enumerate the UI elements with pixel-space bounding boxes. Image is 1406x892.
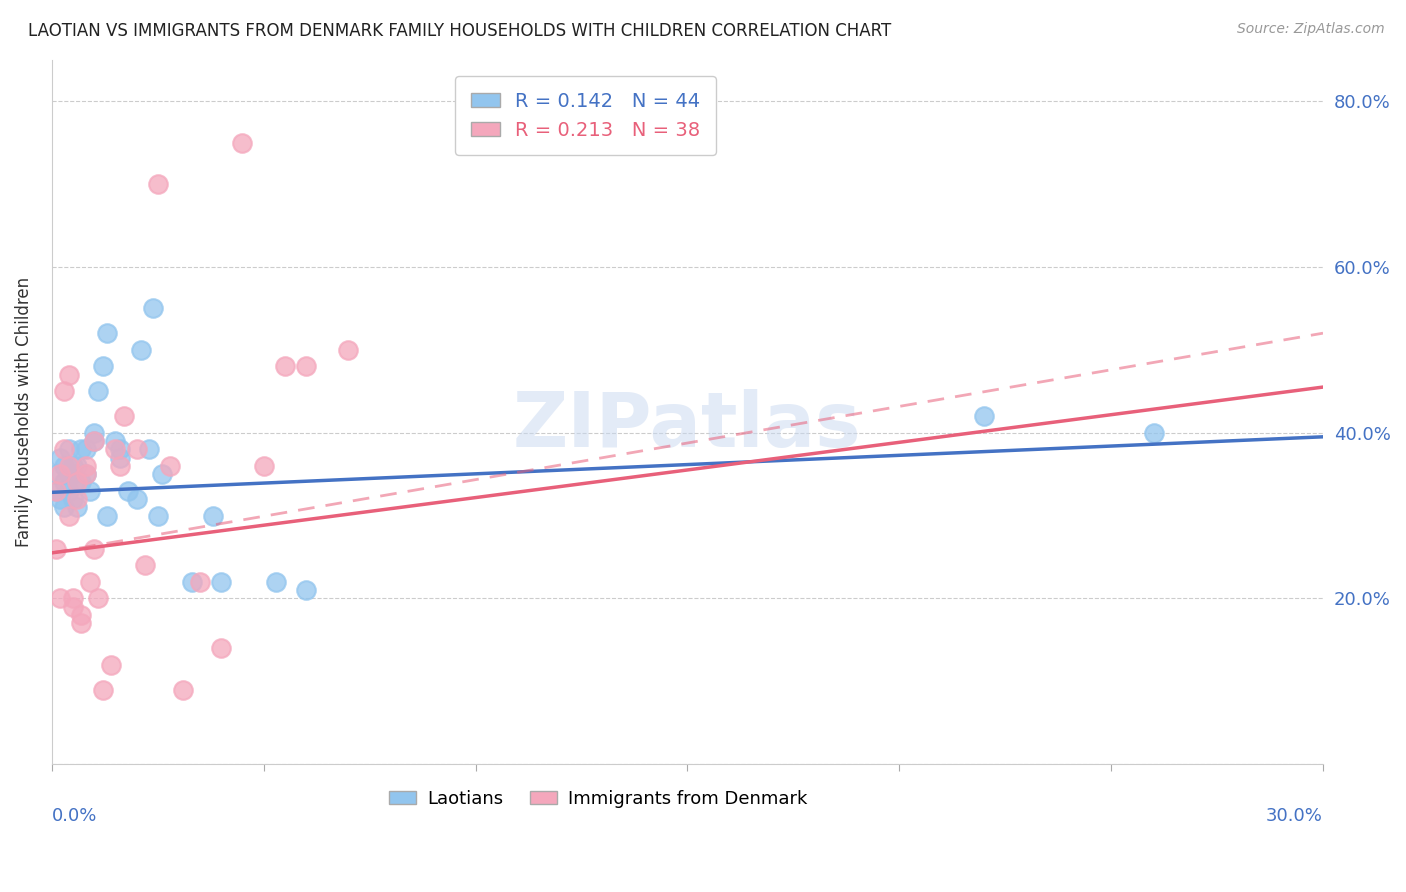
Point <box>91 359 114 374</box>
Point <box>295 359 318 374</box>
Point <box>142 301 165 316</box>
Point <box>83 541 105 556</box>
Point <box>62 599 84 614</box>
Point <box>201 508 224 523</box>
Point <box>337 343 360 357</box>
Point <box>58 508 80 523</box>
Point <box>87 384 110 399</box>
Point <box>62 458 84 473</box>
Point <box>96 326 118 341</box>
Point <box>91 682 114 697</box>
Point <box>49 467 72 482</box>
Point <box>58 467 80 482</box>
Point <box>62 491 84 506</box>
Point <box>129 343 152 357</box>
Point <box>49 450 72 465</box>
Point <box>45 467 67 482</box>
Text: 30.0%: 30.0% <box>1267 806 1323 824</box>
Point <box>45 483 67 498</box>
Point <box>83 425 105 440</box>
Point <box>53 475 76 490</box>
Point <box>138 442 160 457</box>
Point <box>125 491 148 506</box>
Legend: Laotians, Immigrants from Denmark: Laotians, Immigrants from Denmark <box>382 782 815 815</box>
Point <box>79 483 101 498</box>
Text: LAOTIAN VS IMMIGRANTS FROM DENMARK FAMILY HOUSEHOLDS WITH CHILDREN CORRELATION C: LAOTIAN VS IMMIGRANTS FROM DENMARK FAMIL… <box>28 22 891 40</box>
Point <box>146 508 169 523</box>
Point <box>150 467 173 482</box>
Point <box>70 442 93 457</box>
Point <box>209 574 232 589</box>
Point <box>146 177 169 191</box>
Point <box>253 458 276 473</box>
Point <box>79 574 101 589</box>
Point <box>66 491 89 506</box>
Point <box>96 508 118 523</box>
Point <box>53 384 76 399</box>
Point <box>125 442 148 457</box>
Text: ZIPatlas: ZIPatlas <box>513 389 862 463</box>
Point <box>45 541 67 556</box>
Point <box>87 591 110 606</box>
Point <box>108 458 131 473</box>
Point <box>75 467 97 482</box>
Point <box>104 442 127 457</box>
Point <box>49 591 72 606</box>
Point <box>66 475 89 490</box>
Point <box>188 574 211 589</box>
Point <box>75 442 97 457</box>
Point <box>973 409 995 423</box>
Point <box>70 475 93 490</box>
Point <box>108 442 131 457</box>
Point <box>274 359 297 374</box>
Point <box>134 558 156 573</box>
Point <box>180 574 202 589</box>
Text: Source: ZipAtlas.com: Source: ZipAtlas.com <box>1237 22 1385 37</box>
Point <box>49 491 72 506</box>
Point <box>66 458 89 473</box>
Point <box>266 574 288 589</box>
Point <box>58 368 80 382</box>
Point <box>58 483 80 498</box>
Point <box>53 500 76 515</box>
Point <box>70 616 93 631</box>
Point <box>100 657 122 672</box>
Y-axis label: Family Households with Children: Family Households with Children <box>15 277 32 547</box>
Point <box>62 467 84 482</box>
Point <box>108 450 131 465</box>
Point <box>45 483 67 498</box>
Point <box>75 458 97 473</box>
Point <box>53 458 76 473</box>
Point <box>83 434 105 448</box>
Text: 0.0%: 0.0% <box>52 806 97 824</box>
Point <box>83 434 105 448</box>
Point <box>58 458 80 473</box>
Point <box>117 483 139 498</box>
Point <box>1142 425 1164 440</box>
Point <box>231 136 253 150</box>
Point <box>295 583 318 598</box>
Point <box>58 442 80 457</box>
Point <box>62 591 84 606</box>
Point <box>209 641 232 656</box>
Point <box>172 682 194 697</box>
Point <box>159 458 181 473</box>
Point <box>70 608 93 623</box>
Point <box>104 434 127 448</box>
Point <box>75 467 97 482</box>
Point <box>53 442 76 457</box>
Point <box>66 500 89 515</box>
Point <box>112 409 135 423</box>
Point <box>66 475 89 490</box>
